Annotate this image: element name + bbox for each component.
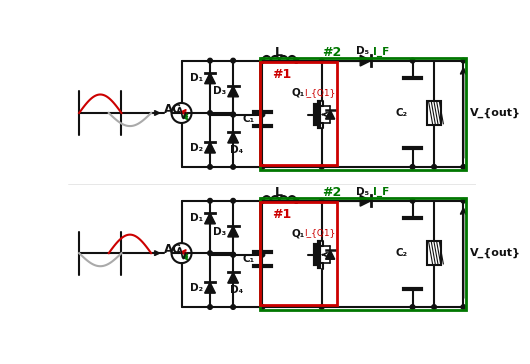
Text: C₁: C₁ — [242, 114, 254, 124]
Circle shape — [410, 198, 415, 203]
Circle shape — [260, 165, 264, 169]
Text: L: L — [275, 186, 284, 199]
Text: Q₁: Q₁ — [292, 88, 305, 98]
Circle shape — [231, 252, 235, 257]
Text: D₃: D₃ — [214, 86, 227, 96]
Circle shape — [231, 165, 235, 169]
Circle shape — [208, 198, 213, 203]
Text: C₁: C₁ — [242, 254, 254, 264]
Text: I_F: I_F — [373, 46, 389, 56]
Text: D₅: D₅ — [356, 46, 369, 56]
Text: C₂: C₂ — [396, 108, 408, 118]
Bar — [260, 62, 337, 165]
Bar — [427, 101, 441, 125]
Circle shape — [231, 252, 235, 257]
Bar — [260, 198, 466, 310]
Text: Q₁: Q₁ — [292, 228, 305, 238]
Circle shape — [461, 198, 466, 203]
Polygon shape — [205, 282, 215, 293]
Polygon shape — [228, 226, 238, 237]
Circle shape — [260, 252, 264, 257]
Text: V_{out}: V_{out} — [470, 108, 522, 118]
Circle shape — [461, 58, 466, 63]
Polygon shape — [228, 132, 238, 143]
Circle shape — [231, 112, 235, 117]
Circle shape — [260, 198, 264, 203]
Circle shape — [260, 305, 264, 309]
Text: #2: #2 — [322, 186, 341, 199]
Text: D₁: D₁ — [190, 213, 204, 223]
Circle shape — [320, 305, 324, 309]
Circle shape — [231, 198, 235, 203]
Text: I_{Q1}: I_{Q1} — [304, 229, 336, 238]
Text: D₁: D₁ — [190, 73, 204, 83]
Text: D₅: D₅ — [356, 186, 369, 197]
Text: L: L — [275, 46, 284, 59]
Text: #2: #2 — [322, 46, 341, 59]
Circle shape — [260, 58, 264, 63]
Text: AC: AC — [164, 243, 182, 256]
Circle shape — [260, 112, 264, 117]
Polygon shape — [205, 142, 215, 153]
Polygon shape — [228, 272, 238, 283]
Circle shape — [320, 165, 324, 169]
Circle shape — [461, 165, 466, 169]
Circle shape — [260, 198, 264, 203]
Circle shape — [410, 165, 415, 169]
Text: D₄: D₄ — [229, 145, 243, 155]
Circle shape — [410, 305, 415, 309]
Text: D₂: D₂ — [190, 283, 204, 293]
Circle shape — [260, 58, 264, 63]
Polygon shape — [228, 86, 238, 97]
Text: D₃: D₃ — [214, 226, 227, 237]
Text: D₄: D₄ — [229, 285, 243, 295]
Circle shape — [208, 251, 213, 256]
Polygon shape — [325, 250, 335, 259]
Circle shape — [294, 198, 298, 203]
Text: I_F: I_F — [373, 186, 389, 197]
Bar — [427, 241, 441, 265]
Text: #1: #1 — [272, 208, 292, 221]
Circle shape — [231, 112, 235, 117]
Circle shape — [231, 58, 235, 63]
Circle shape — [461, 305, 466, 309]
Circle shape — [231, 305, 235, 309]
Circle shape — [294, 58, 298, 63]
Circle shape — [320, 58, 324, 63]
Circle shape — [208, 165, 213, 169]
Text: I_{Q1}: I_{Q1} — [304, 88, 336, 98]
Polygon shape — [325, 110, 335, 119]
Circle shape — [208, 111, 213, 115]
Circle shape — [432, 165, 436, 169]
Text: #1: #1 — [272, 68, 292, 81]
Polygon shape — [205, 73, 215, 84]
Text: D₂: D₂ — [190, 143, 204, 153]
Circle shape — [294, 198, 298, 203]
Bar — [260, 58, 466, 170]
Text: V_{out}: V_{out} — [470, 248, 522, 258]
Polygon shape — [205, 213, 215, 224]
Circle shape — [320, 198, 324, 203]
Bar — [260, 202, 337, 305]
Circle shape — [432, 305, 436, 309]
Text: AC: AC — [164, 103, 182, 116]
Circle shape — [208, 305, 213, 309]
Polygon shape — [360, 195, 371, 206]
Circle shape — [294, 58, 298, 63]
Text: C₂: C₂ — [396, 248, 408, 258]
Polygon shape — [360, 55, 371, 66]
Circle shape — [208, 58, 213, 63]
Circle shape — [410, 58, 415, 63]
